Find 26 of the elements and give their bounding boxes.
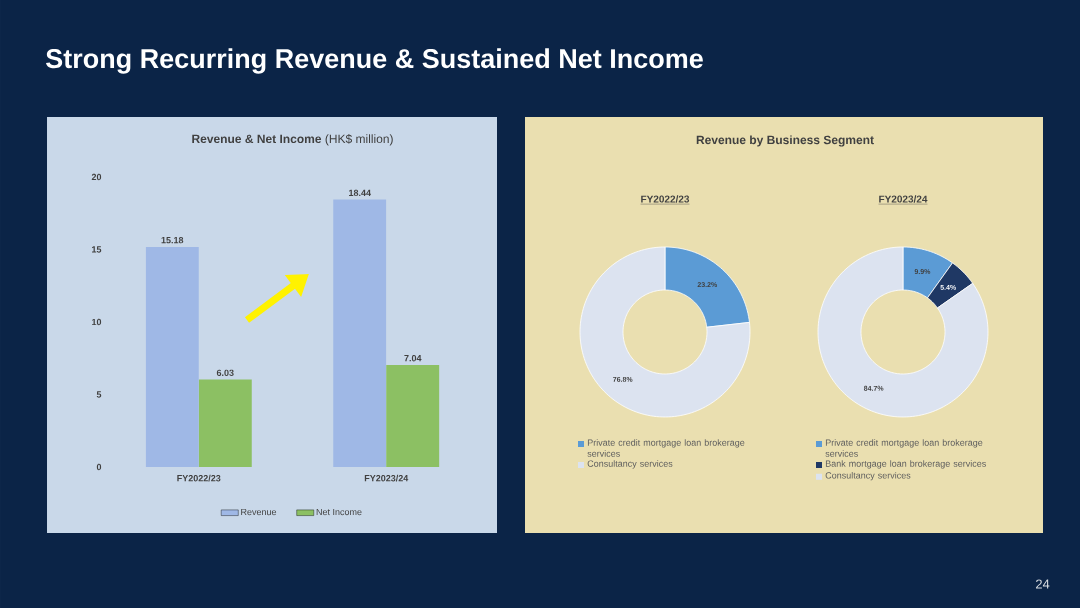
- data-label: 7.04: [404, 355, 422, 362]
- y-tick-label: 15: [92, 246, 102, 253]
- chart-subtitle: FY2022/23: [641, 195, 690, 203]
- legend-label: Consultancy services: [587, 460, 673, 469]
- legend-label: Revenue: [241, 508, 277, 516]
- chart-title: FY2023/24: [879, 195, 928, 203]
- y-tick-label: 5: [96, 391, 102, 398]
- y-tick-label: 10: [92, 318, 102, 326]
- bar: [333, 199, 387, 467]
- legend-label: Private credit mortgage loan brokerage services: [587, 439, 745, 457]
- data-label: 6.03: [216, 369, 234, 377]
- bar: [198, 379, 252, 467]
- legend-label: Consultancy services: [825, 471, 911, 481]
- legend-label: Bank mortgage loan brokerage services: [825, 460, 986, 469]
- chart-title: Revenue & Net Income (HK$ million): [192, 134, 393, 146]
- bar: [145, 246, 199, 467]
- legend-label: Private credit mortgage loan brokerage services: [825, 439, 983, 457]
- text: Revenue by Business Segment: [696, 135, 874, 147]
- data-label: 15.18: [161, 236, 184, 244]
- data-label: 18.44: [349, 189, 371, 197]
- text: Strong Recurring Revenue & Sustained Net Income: [46, 48, 703, 74]
- y-tick-label: 0: [96, 463, 102, 471]
- text: 24: [1036, 579, 1050, 589]
- y-tick-label: 20: [91, 173, 102, 181]
- bar: [386, 364, 440, 467]
- legend-label: Net Income: [316, 508, 362, 516]
